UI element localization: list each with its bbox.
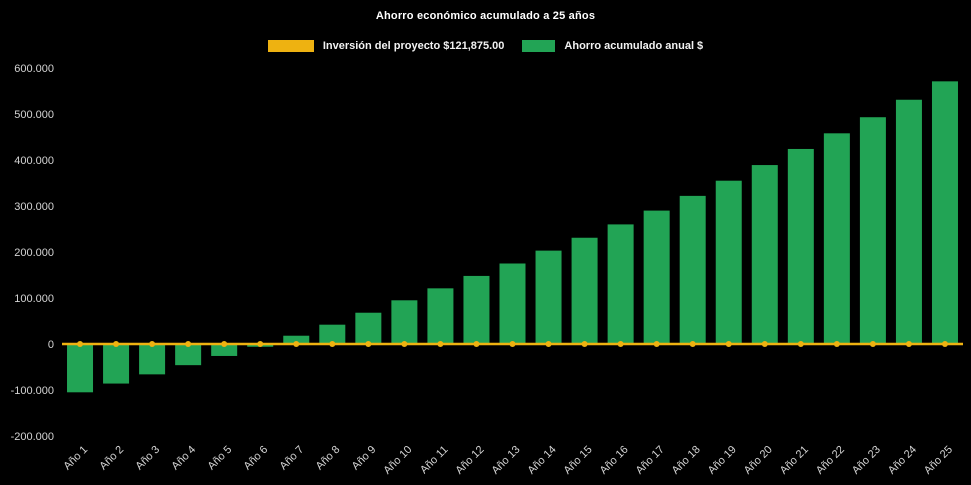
savings-bar — [679, 195, 706, 344]
investment-line-marker — [221, 341, 228, 347]
x-tick-label: Año 17 — [634, 444, 667, 477]
x-tick-label: Año 14 — [526, 444, 559, 477]
investment-line-marker — [797, 341, 804, 347]
savings-bar — [391, 300, 418, 344]
x-tick-label: Año 19 — [706, 444, 739, 477]
x-tick-label: Año 21 — [778, 444, 811, 477]
savings-bar — [535, 250, 562, 344]
investment-line-marker — [77, 341, 84, 347]
investment-line-marker — [113, 341, 120, 347]
savings-bar — [643, 210, 670, 344]
savings-bar — [895, 99, 922, 345]
investment-line-marker — [833, 341, 840, 347]
x-tick-label: Año 15 — [562, 444, 595, 477]
savings-bar — [139, 344, 166, 375]
legend-item-savings: Ahorro acumulado anual $ — [522, 40, 703, 52]
investment-line-marker — [869, 341, 876, 347]
x-tick-label: Año 5 — [205, 444, 234, 473]
legend-item-investment: Inversión del proyecto $121,875.00 — [267, 40, 505, 52]
x-tick-label: Año 6 — [242, 444, 271, 473]
savings-bar — [67, 344, 94, 393]
x-tick-label: Año 18 — [670, 444, 703, 477]
investment-line-marker — [293, 341, 300, 347]
investment-line-marker — [401, 341, 408, 347]
x-tick-label: Año 24 — [886, 444, 919, 477]
investment-line-marker — [545, 341, 552, 347]
y-tick-label: 100.000 — [14, 293, 54, 305]
savings-bar — [931, 81, 958, 344]
x-tick-label: Año 22 — [814, 444, 847, 477]
savings-bar — [859, 117, 886, 344]
investment-line-marker — [185, 341, 192, 347]
legend-label-investment: Inversión del proyecto $121,875.00 — [322, 40, 505, 52]
y-tick-label: -200.000 — [11, 431, 54, 443]
x-tick-label: Año 12 — [453, 444, 486, 477]
investment-line-marker — [725, 341, 732, 347]
x-tick-label: Año 10 — [381, 444, 414, 477]
x-tick-label: Año 20 — [742, 444, 775, 477]
savings-bar — [607, 224, 634, 344]
x-tick-label: Año 3 — [133, 444, 162, 473]
investment-line-marker — [149, 341, 156, 347]
legend-label-savings: Ahorro acumulado anual $ — [564, 40, 704, 52]
savings-bar — [463, 275, 490, 344]
savings-bar — [355, 312, 382, 344]
x-tick-label: Año 23 — [850, 444, 883, 477]
y-tick-label: 300.000 — [14, 201, 54, 213]
chart-legend: Inversión del proyecto $121,875.00 Ahorr… — [0, 40, 971, 52]
x-tick-label: Año 13 — [489, 444, 522, 477]
x-tick-label: Año 11 — [418, 444, 451, 477]
savings-bar — [283, 335, 310, 344]
x-tick-label: Año 7 — [278, 444, 307, 473]
x-tick-label: Año 4 — [169, 444, 198, 473]
legend-swatch-investment — [267, 40, 314, 52]
x-tick-label: Año 16 — [598, 444, 631, 477]
x-tick-label: Año 2 — [97, 444, 126, 473]
y-tick-label: 200.000 — [14, 247, 54, 259]
investment-line-marker — [473, 341, 480, 347]
investment-line-marker — [653, 341, 660, 347]
savings-bar — [427, 288, 454, 344]
investment-line-marker — [761, 341, 768, 347]
x-tick-label: Año 1 — [61, 444, 90, 473]
y-tick-label: -100.000 — [11, 385, 54, 397]
investment-line-marker — [581, 341, 588, 347]
savings-bar — [319, 324, 346, 344]
savings-bar — [211, 344, 238, 356]
x-tick-label: Año 25 — [922, 444, 955, 477]
savings-bar — [571, 237, 598, 344]
savings-bar — [823, 133, 850, 344]
legend-swatch-savings — [522, 40, 556, 52]
investment-line-marker — [437, 341, 444, 347]
investment-line-marker — [617, 341, 624, 347]
investment-line-marker — [257, 341, 264, 347]
savings-bar — [499, 263, 526, 344]
y-tick-label: 500.000 — [14, 109, 54, 121]
y-tick-label: 0 — [48, 339, 54, 351]
savings-bar — [751, 165, 778, 344]
investment-line-marker — [689, 341, 696, 347]
y-tick-label: 600.000 — [14, 63, 54, 75]
x-tick-label: Año 8 — [314, 444, 343, 473]
savings-bar — [787, 148, 814, 344]
chart-title: Ahorro económico acumulado a 25 años — [375, 10, 596, 22]
investment-line-marker — [941, 341, 948, 347]
y-tick-label: 400.000 — [14, 155, 54, 167]
savings-bar — [103, 344, 130, 384]
x-tick-label: Año 9 — [350, 444, 379, 473]
savings-bar — [715, 180, 742, 344]
investment-line-marker — [905, 341, 912, 347]
investment-line-marker — [509, 341, 516, 347]
investment-line-marker — [329, 341, 336, 347]
savings-bar — [175, 344, 202, 366]
investment-line-marker — [365, 341, 372, 347]
